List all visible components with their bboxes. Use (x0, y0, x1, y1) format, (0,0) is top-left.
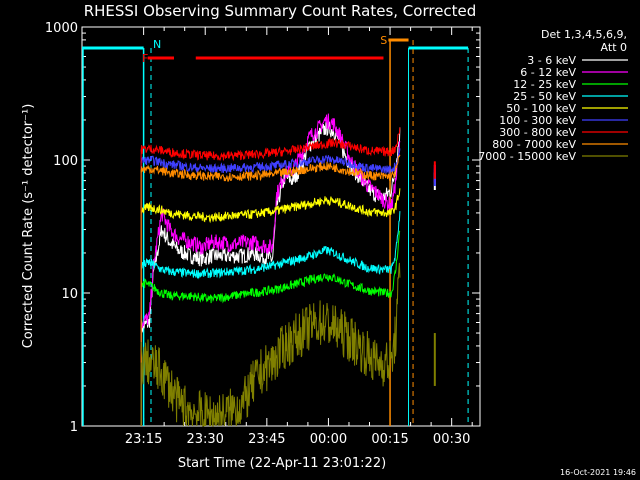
axis-ticks: 23:15 23:30 23:45 00:00 00:15 00:30 1 10 100 1000 (45, 21, 480, 447)
series-line-12-25keV (140, 230, 401, 304)
y-tick-label: 1000 (45, 21, 78, 36)
series-line-7000-15000keV (140, 262, 401, 428)
x-tick-label: 23:15 (125, 432, 162, 447)
x-tick-label: 00:15 (371, 432, 408, 447)
series-line-300-800keV (140, 127, 401, 162)
legend-entry-label: 800 - 7000 keV (492, 138, 576, 151)
legend-entry-label: 6 - 12 keV (520, 66, 576, 79)
legend-entry-label: 50 - 100 keV (506, 102, 576, 115)
x-tick-label: 23:30 (186, 432, 223, 447)
legend-header-line-1: Det 1,3,4,5,6,9, (541, 28, 627, 41)
saa-flag-label: S (380, 34, 387, 47)
y-tick-label: 100 (53, 154, 78, 169)
x-tick-label: 00:00 (310, 432, 347, 447)
legend-entry-label: 300 - 800 keV (499, 126, 576, 139)
flare-flag-label: F (142, 52, 148, 65)
series-line-25-50keV (140, 211, 401, 280)
plot-frame (81, 26, 481, 427)
legend-entry-label: 25 - 50 keV (513, 90, 576, 103)
y-tick-label: 1 (70, 420, 78, 435)
x-axis-label: Start Time (22-Apr-11 23:01:22) (178, 456, 386, 471)
y-tick-label: 10 (61, 287, 78, 302)
x-tick-label: 23:45 (248, 432, 285, 447)
legend-entry-label: 3 - 6 keV (527, 54, 576, 67)
legend-entry-label: 100 - 300 keV (499, 114, 576, 127)
y-axis-label: Corrected Count Rate (s⁻¹ detector⁻¹) (21, 104, 36, 349)
chart-title: RHESSI Observing Summary Count Rates, Co… (84, 2, 477, 20)
series-line-50-100keV (140, 188, 401, 224)
x-tick-label: 00:30 (433, 432, 470, 447)
series-line-800-7000keV (140, 154, 401, 182)
legend-header-line-2: Att 0 (601, 41, 627, 54)
legend-entry-label: 12 - 25 keV (513, 78, 576, 91)
series-line-100-300keV (140, 148, 401, 174)
legend-entry-label: 7000 - 15000 keV (478, 150, 576, 163)
night-flag-label: N (153, 38, 161, 51)
generation-timestamp: 16-Oct-2021 19:46 (560, 468, 636, 477)
series-group (140, 113, 436, 428)
